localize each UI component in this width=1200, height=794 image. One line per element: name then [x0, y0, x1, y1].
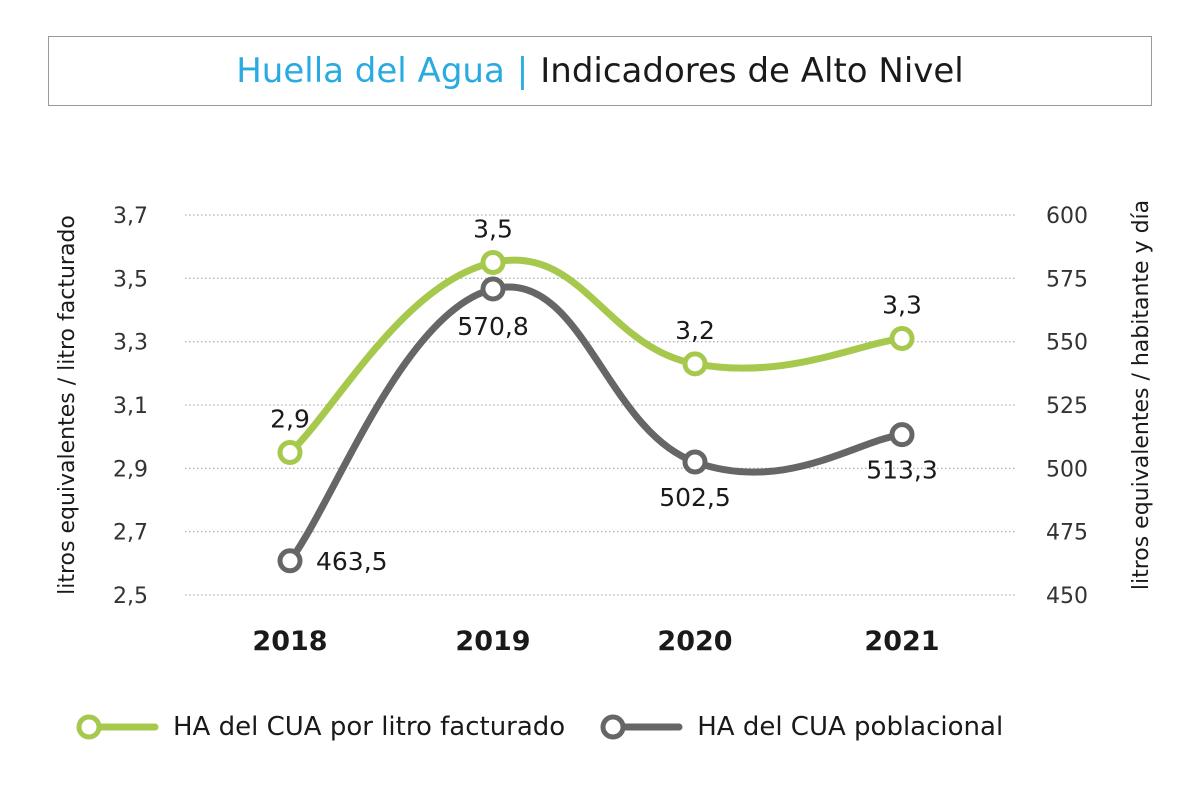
data-point-gray	[889, 422, 915, 448]
right-axis-title: litros equivalentes / habitante y día	[1129, 200, 1154, 590]
data-label: 3,5	[473, 215, 513, 244]
x-tick-label: 2018	[252, 626, 327, 657]
left-tick-label: 2,9	[113, 457, 148, 482]
series-line-gray	[286, 283, 906, 565]
data-point-gray	[682, 449, 708, 475]
data-label: 3,3	[882, 291, 922, 320]
chart-subtitle: Indicadores de Alto Nivel	[540, 51, 964, 91]
right-tick-label: 525	[1046, 394, 1088, 419]
left-tick-label: 3,3	[113, 331, 148, 356]
data-point-green	[682, 351, 708, 377]
legend-item-green: HA del CUA por litro facturado	[75, 712, 565, 742]
chart-title: Huella del Agua	[236, 51, 505, 91]
left-axis-title: litros equivalentes / litro facturado	[55, 215, 80, 595]
right-tick-label: 500	[1046, 457, 1088, 482]
legend-item-gray: HA del CUA poblacional	[599, 712, 1003, 742]
right-tick-label: 550	[1046, 331, 1088, 356]
chart-title-box: Huella del Agua | Indicadores de Alto Ni…	[48, 36, 1152, 106]
data-label: 3,2	[675, 316, 715, 345]
data-point-green	[480, 250, 506, 275]
right-tick-label: 475	[1046, 521, 1088, 546]
left-tick-label: 3,1	[113, 394, 148, 419]
left-tick-label: 3,5	[113, 267, 148, 292]
series-line-green	[286, 256, 906, 456]
data-label: 570,8	[457, 312, 529, 341]
left-tick-label: 2,5	[113, 584, 148, 609]
data-point-green	[277, 440, 303, 465]
data-point-gray	[277, 548, 303, 574]
legend-swatch-green	[76, 714, 159, 740]
x-tick-label: 2019	[455, 626, 530, 657]
right-tick-label: 575	[1046, 267, 1088, 292]
left-tick-label: 2,7	[113, 521, 148, 546]
left-tick-label: 3,7	[113, 204, 148, 229]
line-chart: 2,5 2,7 2,9 3,1 3,3 3,5 3,7 450 475 500 525 550 575 6…	[55, 200, 1154, 657]
data-label: 463,5	[316, 547, 388, 576]
data-point-green	[889, 326, 915, 351]
right-tick-label: 450	[1046, 584, 1088, 609]
x-tick-label: 2021	[864, 626, 939, 657]
data-label: 502,5	[659, 483, 731, 512]
x-tick-label: 2020	[657, 626, 732, 657]
legend: HA del CUA por litro facturado HA del CU…	[75, 712, 1037, 742]
legend-label-gray: HA del CUA poblacional	[697, 712, 1004, 742]
data-label: 2,9	[270, 405, 310, 434]
right-tick-label: 600	[1046, 204, 1088, 229]
data-point-gray	[480, 276, 506, 302]
legend-swatch-gray	[600, 714, 683, 740]
title-separator: |	[516, 51, 529, 91]
data-label: 513,3	[866, 456, 938, 485]
legend-label-green: HA del CUA por litro facturado	[173, 712, 566, 742]
